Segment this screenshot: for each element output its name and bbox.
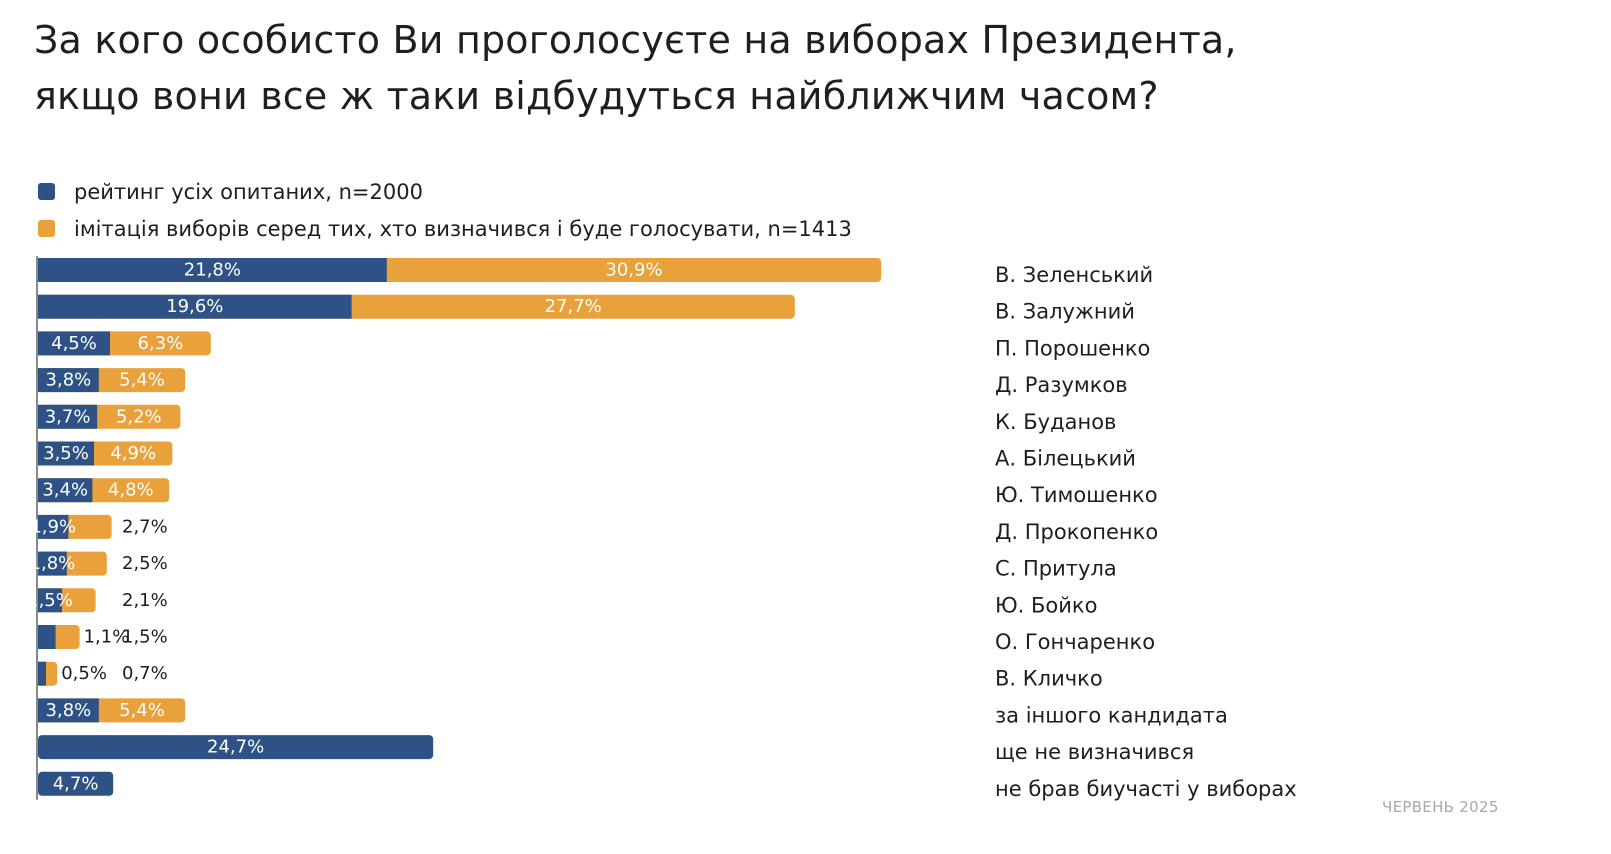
data-label-all-13: 24,7%	[207, 737, 264, 758]
footer-date: ЧЕРВЕНЬ 2025	[1382, 798, 1499, 816]
category-label-0: В. Зеленський	[995, 263, 1153, 287]
bar-all-13	[38, 735, 434, 760]
data-label-decided-1: 27,7%	[545, 296, 602, 317]
data-label-decided-6: 4,8%	[108, 480, 154, 501]
category-label-6: Ю. Тимошенко	[995, 483, 1158, 507]
category-label-7: Д. Прокопенко	[995, 520, 1158, 544]
legend-swatch-orange	[38, 220, 55, 237]
legend-item-decided-voters: імітація виборів серед тих, хто визначив…	[38, 210, 852, 247]
category-label-1: В. Залужний	[995, 300, 1135, 324]
data-label-all-12: 3,8%	[46, 700, 92, 721]
data-label-all-2: 4,5%	[51, 333, 97, 354]
data-label-decided-9: 2,1%	[122, 590, 168, 611]
bar-all-4	[38, 404, 98, 429]
bar-all-2	[38, 331, 110, 356]
title-line-1: За кого особисто Ви проголосуєте на вибо…	[34, 18, 1237, 62]
bar-all-12	[38, 698, 99, 723]
data-label-all-3: 3,8%	[46, 370, 92, 391]
title-line-2: якщо вони все ж таки відбудуться найближ…	[34, 74, 1159, 118]
legend: рейтинг усіх опитаних, n=2000 імітація в…	[38, 173, 852, 247]
legend-swatch-blue	[38, 183, 55, 200]
category-label-13: ще не визначився	[995, 740, 1194, 764]
category-label-8: С. Притула	[995, 557, 1117, 581]
legend-item-all-respondents: рейтинг усіх опитаних, n=2000	[38, 173, 852, 210]
legend-label-all-respondents: рейтинг усіх опитаних, n=2000	[74, 179, 423, 204]
category-label-4: К. Буданов	[995, 410, 1116, 434]
bar-all-0	[38, 258, 387, 282]
bar-all-3	[38, 368, 99, 393]
data-label-decided-12: 5,4%	[119, 700, 165, 721]
bar-all-1	[38, 294, 352, 319]
category-label-11: В. Кличко	[995, 667, 1103, 691]
category-label-9: Ю. Бойко	[995, 593, 1097, 617]
data-label-all-6: 3,4%	[42, 480, 88, 501]
data-label-all-0: 21,8%	[184, 260, 241, 281]
data-label-decided-0: 30,9%	[605, 260, 662, 281]
data-label-decided-7: 2,7%	[122, 516, 168, 537]
data-label-all-10: 1,1%	[84, 627, 130, 648]
data-label-decided-3: 5,4%	[119, 370, 165, 391]
category-label-5: А. Білецький	[995, 447, 1136, 471]
data-label-all-8: 1,8%	[30, 553, 76, 574]
chart-title: За кого особисто Ви проголосуєте на вибо…	[34, 12, 1237, 124]
category-label-14: не брав биучасті у виборах	[995, 777, 1297, 801]
bar-all-11	[38, 661, 46, 686]
bar-all-14	[38, 771, 114, 796]
category-label-10: О. Гончаренко	[995, 630, 1155, 654]
data-label-decided-5: 4,9%	[110, 443, 156, 464]
data-label-decided-10: 1,5%	[122, 627, 168, 648]
category-label-12: за іншого кандидата	[995, 703, 1228, 727]
bar-all-7	[38, 514, 69, 539]
bar-all-6	[38, 478, 93, 503]
data-label-decided-8: 2,5%	[122, 553, 168, 574]
category-label-3: Д. Разумков	[995, 373, 1128, 397]
data-label-all-5: 3,5%	[43, 443, 89, 464]
data-label-all-11: 0,5%	[61, 663, 107, 684]
data-label-decided-4: 5,2%	[116, 406, 162, 427]
data-label-all-4: 3,7%	[45, 406, 91, 427]
bar-all-5	[38, 441, 94, 466]
legend-label-decided-voters: імітація виборів серед тих, хто визначив…	[74, 216, 852, 241]
data-label-decided-11: 0,7%	[122, 663, 168, 684]
category-label-2: П. Порошенко	[995, 336, 1150, 360]
bar-all-8	[38, 551, 67, 576]
bar-all-10	[38, 625, 56, 649]
data-label-all-7: 1,9%	[30, 516, 76, 537]
bar-all-9	[38, 588, 62, 613]
data-label-decided-2: 6,3%	[138, 333, 184, 354]
data-label-all-9: 1,5%	[27, 590, 73, 611]
data-label-all-14: 4,7%	[53, 773, 99, 794]
data-label-all-1: 19,6%	[166, 296, 223, 317]
